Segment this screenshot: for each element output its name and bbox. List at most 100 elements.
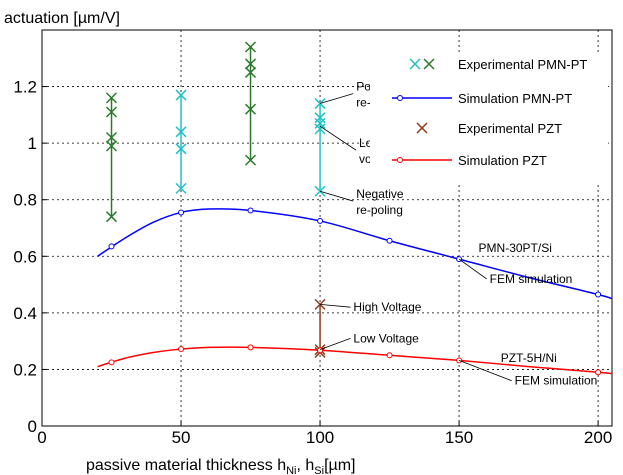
data-point bbox=[105, 211, 118, 223]
annotation-text: PZT-5H/Ni bbox=[501, 351, 557, 365]
x-marker-stroke bbox=[423, 58, 435, 70]
x-marker-stroke bbox=[245, 154, 257, 166]
data-point bbox=[105, 131, 118, 144]
x-marker-stroke bbox=[314, 112, 326, 124]
legend-label: Simulation PMN-PT bbox=[458, 91, 572, 106]
annotation-line: Low Voltage bbox=[353, 331, 419, 345]
data-point bbox=[108, 243, 115, 250]
data-point bbox=[247, 207, 254, 214]
annotation-line: re-poling bbox=[356, 203, 403, 217]
data-point bbox=[386, 237, 393, 244]
x-axis-label-sub2: Si bbox=[314, 465, 324, 475]
y-tick-label: 0.8 bbox=[13, 191, 37, 210]
x-marker-stroke bbox=[105, 106, 118, 118]
annotation-leader bbox=[319, 190, 354, 202]
series-experimental-pmn-pt bbox=[105, 41, 326, 223]
data-point bbox=[314, 112, 326, 124]
data-point bbox=[175, 126, 187, 138]
axis-ticks: 0 50 100 150 200 0 0.2 0.4 0.6 0.8 1 1.2 bbox=[13, 78, 612, 447]
annotation: High Voltage bbox=[320, 300, 422, 314]
data-point bbox=[245, 66, 257, 78]
x-tick-label: 0 bbox=[37, 428, 46, 447]
data-point bbox=[175, 182, 187, 194]
x-marker-stroke bbox=[175, 89, 187, 101]
annotation-line: Negative bbox=[356, 187, 404, 201]
plot-frame bbox=[41, 29, 613, 427]
data-point bbox=[595, 369, 602, 376]
series-simulation-pzt bbox=[97, 344, 613, 376]
y-tick-label: 0.4 bbox=[13, 304, 37, 323]
x-axis-label-sep: , h bbox=[296, 457, 314, 474]
annotation-text: High Voltage bbox=[353, 300, 421, 314]
data-point bbox=[247, 344, 254, 351]
legend-label: Experimental PMN-PT bbox=[458, 57, 587, 72]
series-line bbox=[97, 208, 613, 300]
annotation-leader bbox=[319, 337, 351, 351]
x-marker-stroke bbox=[245, 41, 257, 53]
data-point bbox=[245, 154, 257, 166]
annotation: Negative re-poling bbox=[319, 187, 404, 217]
annotation-leader bbox=[319, 125, 357, 151]
data-point bbox=[175, 143, 187, 155]
legend: Experimental PMN-PT Simulation PMN-PT Expe… bbox=[370, 52, 608, 182]
x-axis-label-main: passive material thickness h bbox=[86, 457, 286, 474]
x-tick-label: 200 bbox=[584, 428, 612, 447]
annotation-leader bbox=[319, 93, 354, 104]
y-axis-label: actuation [µm/V] bbox=[4, 10, 120, 27]
data-point bbox=[105, 92, 118, 104]
legend-item: Experimental PMN-PT bbox=[409, 57, 587, 72]
data-point bbox=[595, 291, 602, 298]
x-marker-stroke bbox=[105, 211, 118, 223]
data-point bbox=[245, 58, 257, 70]
legend-symbol bbox=[423, 58, 435, 70]
data-point bbox=[178, 209, 185, 216]
x-axis-label-tail: [µm] bbox=[324, 457, 355, 474]
y-tick-label: 0.2 bbox=[13, 360, 37, 379]
data-point bbox=[245, 103, 257, 115]
legend-symbol bbox=[416, 122, 428, 134]
annotation-leader bbox=[458, 360, 512, 382]
legend-item: Simulation PMN-PT bbox=[392, 91, 572, 106]
x-marker-stroke bbox=[105, 131, 118, 144]
annotation-text: FEM simulation bbox=[515, 374, 598, 388]
x-axis-label: passive material thickness hNi, hSi[µm] bbox=[86, 457, 356, 475]
y-tick-label: 1.2 bbox=[13, 78, 37, 97]
x-marker-stroke bbox=[175, 182, 187, 194]
y-tick-label: 0 bbox=[28, 417, 37, 436]
x-axis-label-sub1: Ni bbox=[286, 465, 296, 475]
legend-item: Experimental PZT bbox=[416, 121, 562, 136]
x-tick-label: 50 bbox=[172, 428, 191, 447]
legend-symbol bbox=[409, 58, 421, 70]
x-marker-stroke bbox=[175, 126, 187, 138]
series-simulation-pmn-pt bbox=[97, 207, 613, 300]
annotation-text: FEM simulation bbox=[490, 272, 573, 286]
data-point bbox=[245, 41, 257, 53]
y-tick-label: 1 bbox=[28, 134, 37, 153]
annotation-text: Low Voltage bbox=[353, 331, 419, 345]
legend-marker bbox=[397, 157, 403, 163]
annotation: PZT-5H/Ni bbox=[501, 351, 557, 365]
legend-marker bbox=[397, 95, 403, 101]
x-marker-stroke bbox=[416, 122, 428, 134]
x-tick-label: 150 bbox=[445, 428, 473, 447]
legend-item: Simulation PZT bbox=[392, 153, 547, 168]
data-point bbox=[175, 89, 187, 101]
annotation: FEM simulation bbox=[458, 258, 573, 286]
annotation-line: FEM simulation bbox=[515, 374, 598, 388]
data-point bbox=[108, 359, 115, 366]
data-point bbox=[317, 347, 324, 354]
legend-label: Experimental PZT bbox=[458, 121, 562, 136]
y-tick-label: 0.6 bbox=[13, 247, 37, 266]
data-point bbox=[105, 140, 118, 152]
series-line bbox=[97, 346, 613, 375]
data-point bbox=[105, 106, 118, 118]
x-marker-stroke bbox=[175, 143, 187, 155]
data-series bbox=[97, 41, 613, 376]
annotation-text: PMN-30PT/Si bbox=[479, 241, 552, 255]
x-marker-stroke bbox=[245, 58, 257, 70]
x-marker-stroke bbox=[245, 103, 257, 115]
annotation: PMN-30PT/Si bbox=[479, 241, 552, 255]
annotation-leader bbox=[320, 303, 351, 308]
x-marker-stroke bbox=[245, 66, 257, 78]
